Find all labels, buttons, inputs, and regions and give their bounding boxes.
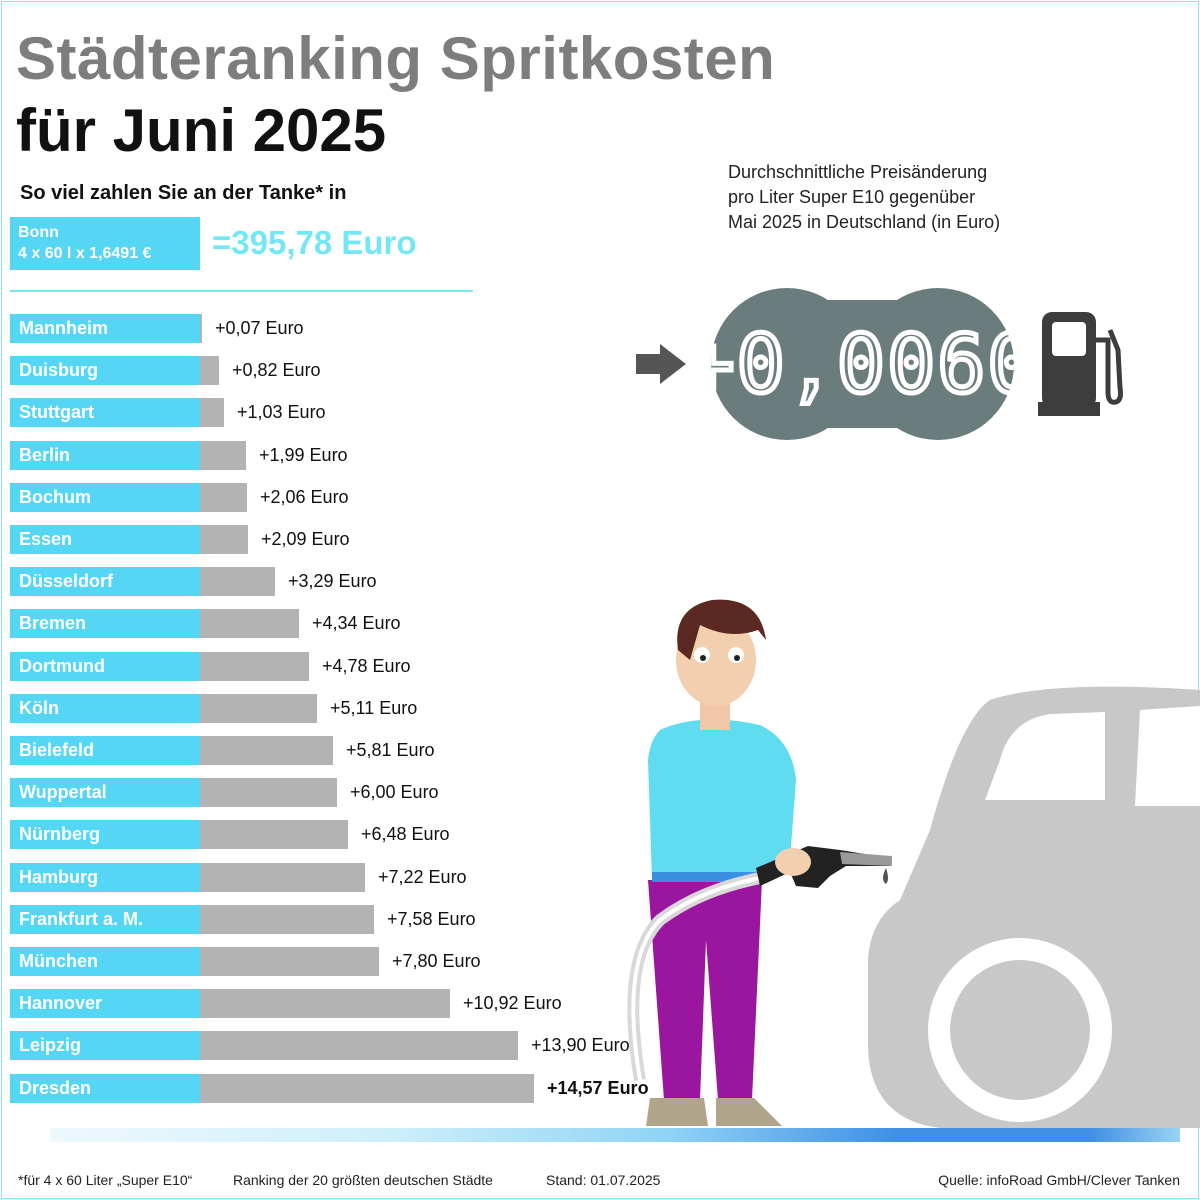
bar bbox=[200, 820, 348, 849]
title-line-2: für Juni 2025 bbox=[16, 97, 387, 164]
bar bbox=[200, 567, 275, 596]
bar bbox=[200, 314, 202, 343]
car-illustration bbox=[868, 686, 1200, 1128]
city-label: Dresden bbox=[10, 1074, 200, 1103]
bar bbox=[200, 905, 374, 934]
city-label: Wuppertal bbox=[10, 778, 200, 807]
value-label: +6,48 Euro bbox=[361, 824, 450, 844]
value-label: +7,58 Euro bbox=[387, 909, 476, 929]
divider bbox=[10, 290, 473, 292]
price-display: +0,0060 bbox=[684, 288, 1038, 440]
bar bbox=[200, 736, 333, 765]
footnote: *für 4 x 60 Liter „Super E10“ bbox=[18, 1172, 193, 1188]
city-label: Köln bbox=[10, 694, 200, 723]
city-label: Essen bbox=[10, 525, 200, 554]
bar bbox=[200, 1031, 518, 1060]
info-line-3: Mai 2025 in Deutschland (in Euro) bbox=[728, 212, 1001, 232]
city-label: Hannover bbox=[10, 989, 200, 1018]
title-line-1: Städteranking Spritkosten bbox=[16, 25, 776, 92]
value-label: +14,57 Euro bbox=[547, 1078, 649, 1098]
city-label: Düsseldorf bbox=[10, 567, 200, 596]
bar bbox=[200, 863, 365, 892]
bar bbox=[200, 694, 317, 723]
date-note: Stand: 01.07.2025 bbox=[546, 1172, 661, 1188]
value-label: +5,11 Euro bbox=[330, 698, 418, 718]
city-label: Leipzig bbox=[10, 1031, 200, 1060]
city-label: Hamburg bbox=[10, 863, 200, 892]
value-label: +10,92 Euro bbox=[463, 993, 562, 1013]
bar bbox=[200, 441, 246, 470]
city-label: Duisburg bbox=[10, 356, 200, 385]
bar bbox=[200, 989, 450, 1018]
value-label: +0,82 Euro bbox=[232, 360, 321, 380]
footer-color-strip bbox=[50, 1128, 1180, 1142]
bar bbox=[200, 609, 299, 638]
city-label: Nürnberg bbox=[10, 820, 200, 849]
bar bbox=[200, 483, 247, 512]
value-label: +4,78 Euro bbox=[322, 656, 411, 676]
person-illustration bbox=[627, 599, 892, 1126]
value-label: +7,22 Euro bbox=[378, 867, 467, 887]
value-label: +13,90 Euro bbox=[531, 1035, 630, 1055]
info-line-2: pro Liter Super E10 gegenüber bbox=[728, 187, 976, 207]
value-label: +1,03 Euro bbox=[237, 402, 326, 422]
value-label: +2,06 Euro bbox=[260, 487, 349, 507]
city-label: Bochum bbox=[10, 483, 200, 512]
city-label: Dortmund bbox=[10, 652, 200, 681]
value-label: +5,81 Euro bbox=[346, 740, 435, 760]
bar bbox=[200, 947, 379, 976]
value-label: +6,00 Euro bbox=[350, 782, 439, 802]
city-label: Mannheim bbox=[10, 314, 200, 343]
city-label: Frankfurt a. M. bbox=[10, 905, 200, 934]
reference-formula: 4 x 60 l x 1,6491 € bbox=[18, 245, 152, 262]
city-label: Stuttgart bbox=[10, 398, 200, 427]
reference-city-box: Bonn 4 x 60 l x 1,6491 € bbox=[10, 217, 200, 270]
fuel-pump-icon bbox=[1038, 312, 1123, 416]
value-label: +7,80 Euro bbox=[392, 951, 481, 971]
bar bbox=[200, 398, 224, 427]
bar bbox=[200, 525, 248, 554]
source-note: Quelle: infoRoad GmbH/Clever Tanken bbox=[938, 1172, 1180, 1188]
value-label: +4,34 Euro bbox=[312, 613, 401, 633]
value-label: +3,29 Euro bbox=[288, 571, 377, 591]
ranking-note: Ranking der 20 größten deutschen Städte bbox=[233, 1172, 493, 1188]
value-label: +0,07 Euro bbox=[215, 318, 304, 338]
subtitle: So viel zahlen Sie an der Tanke* in bbox=[20, 182, 347, 204]
city-label: Bremen bbox=[10, 609, 200, 638]
value-label: +1,99 Euro bbox=[259, 445, 348, 465]
city-label: Berlin bbox=[10, 441, 200, 470]
bar bbox=[200, 1074, 534, 1103]
info-line-1: Durchschnittliche Preisänderung bbox=[728, 162, 988, 182]
reference-city: Bonn bbox=[18, 224, 59, 241]
bar bbox=[200, 356, 219, 385]
price-change-description: Durchschnittliche Preisänderung pro Lite… bbox=[728, 160, 1000, 235]
price-change-value: +0,0060 bbox=[686, 318, 1037, 411]
city-label: Bielefeld bbox=[10, 736, 200, 765]
arrow-right-icon bbox=[636, 344, 686, 384]
value-label: +2,09 Euro bbox=[261, 529, 350, 549]
bar bbox=[200, 778, 337, 807]
city-label: München bbox=[10, 947, 200, 976]
bar bbox=[200, 652, 309, 681]
reference-total: =395,78 Euro bbox=[212, 224, 417, 261]
